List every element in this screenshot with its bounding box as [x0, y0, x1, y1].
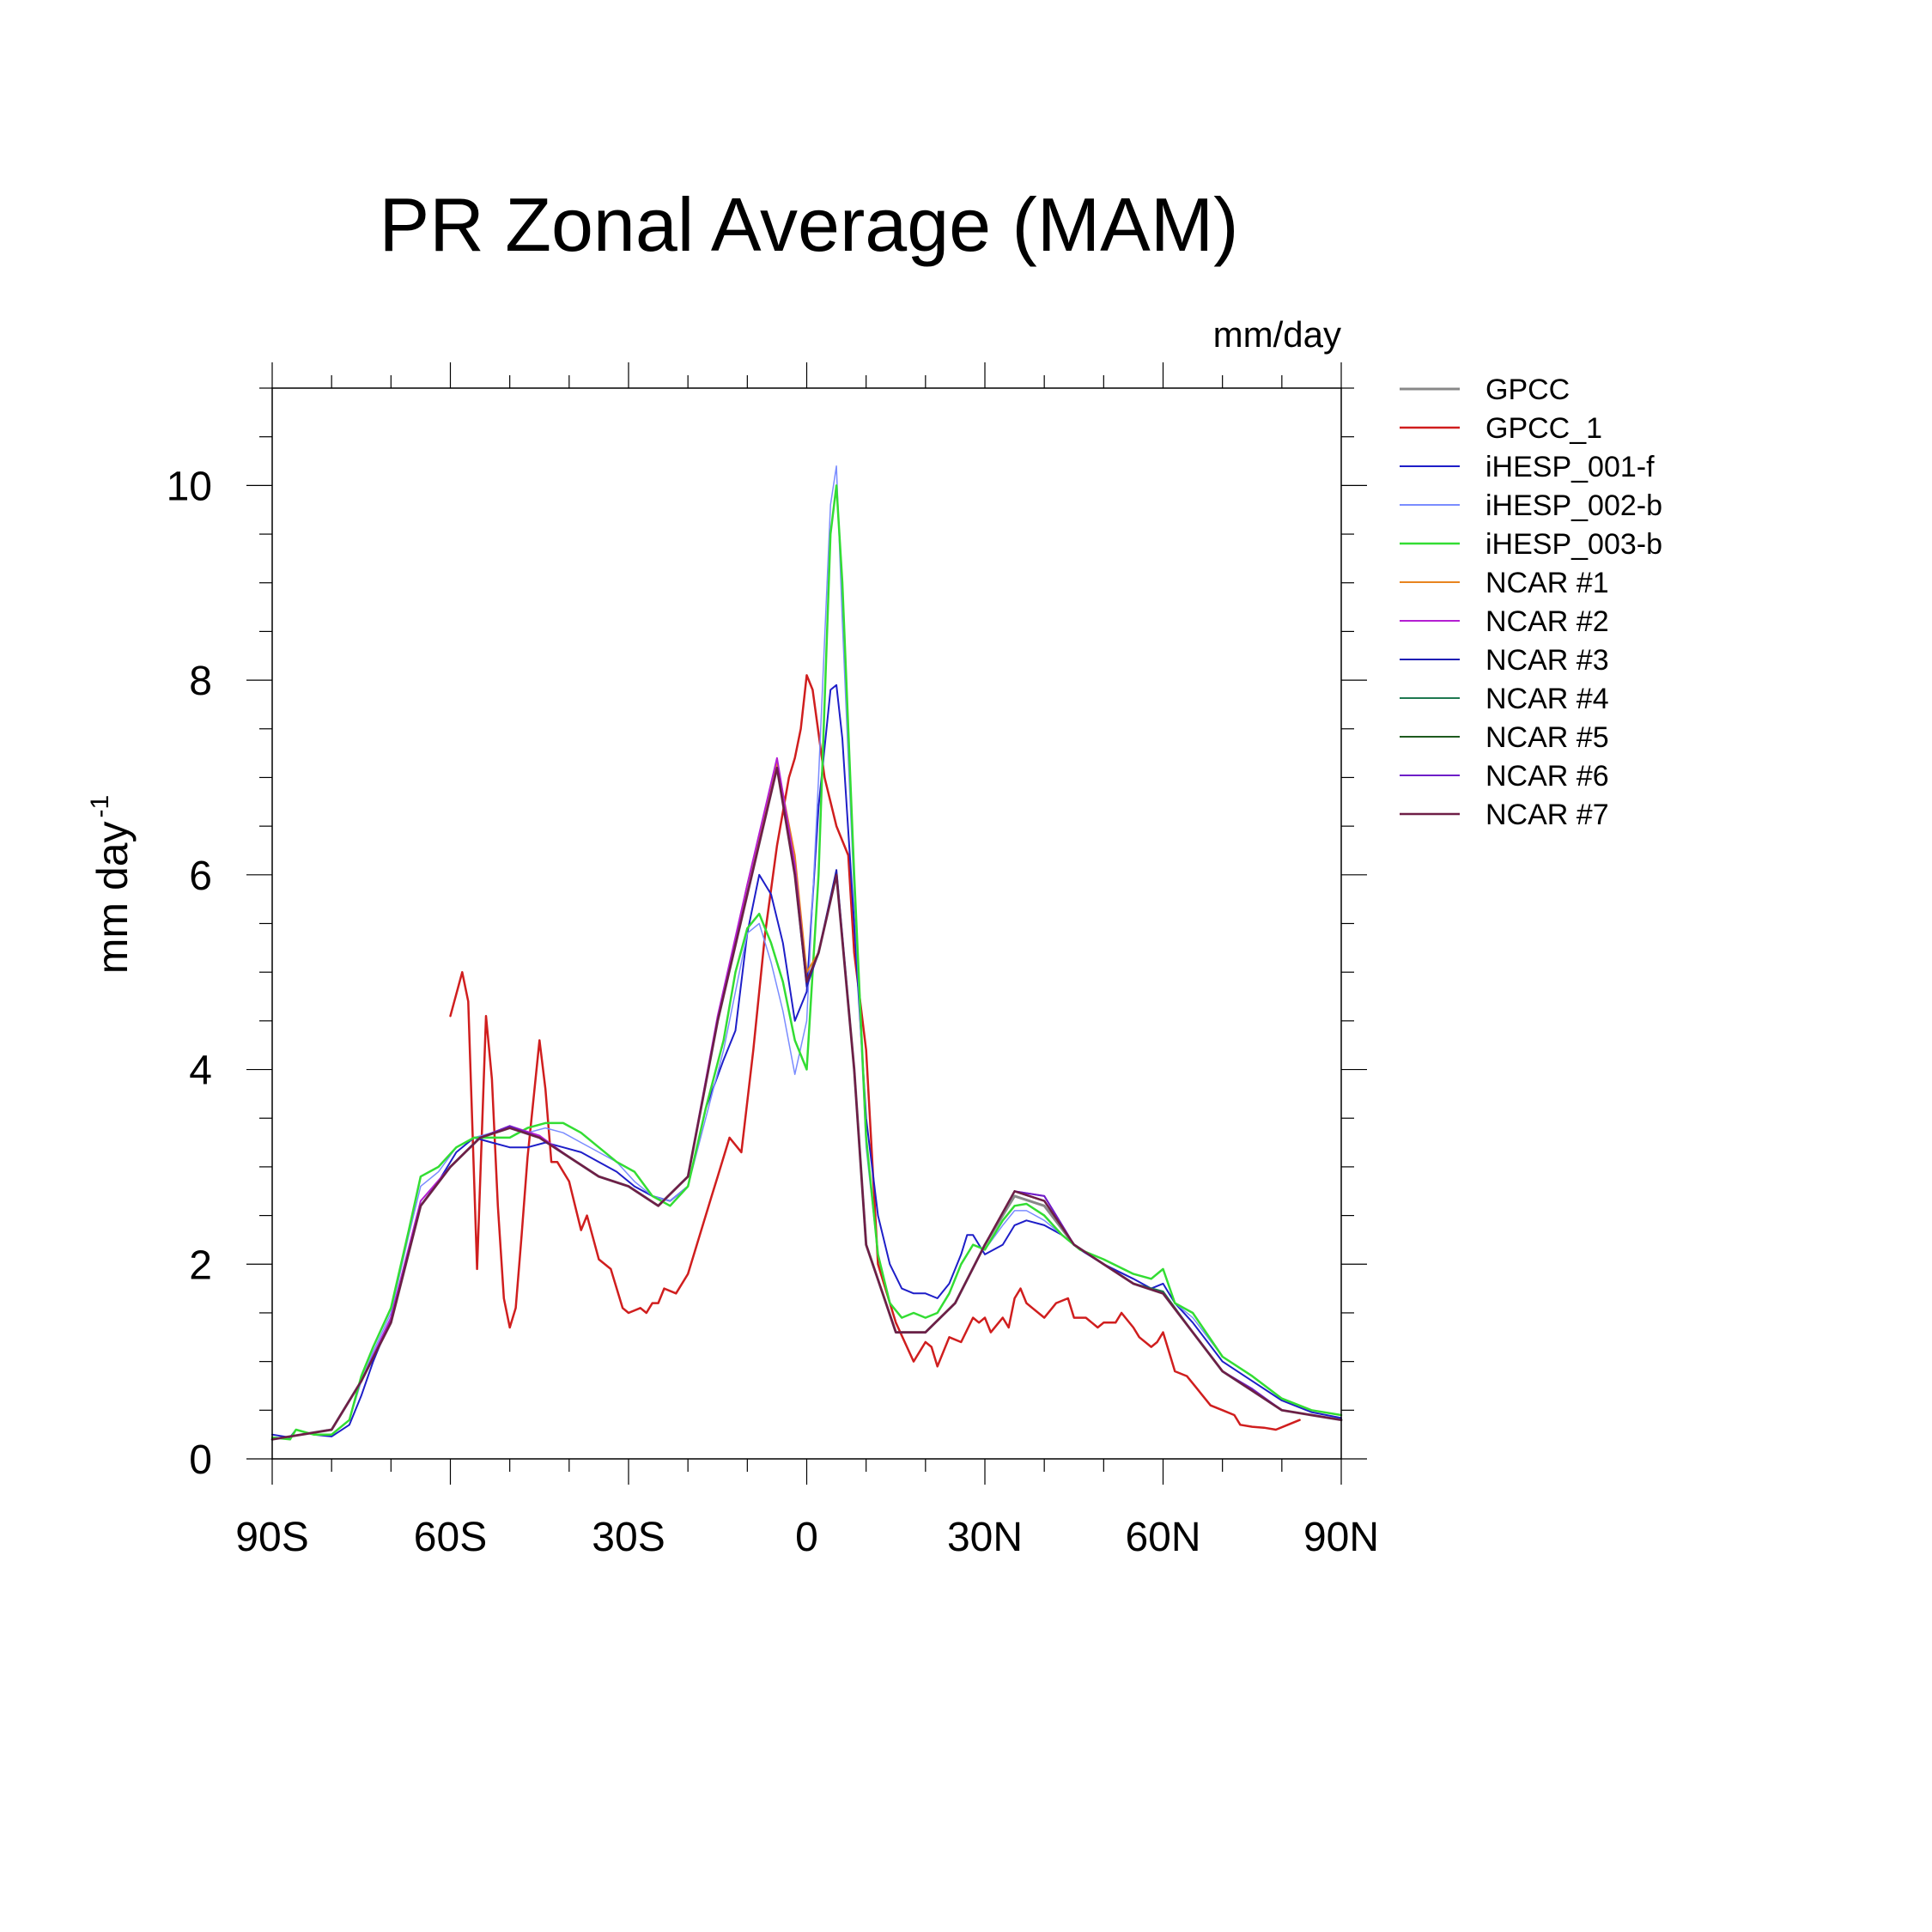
y-tick-label: 2	[189, 1242, 212, 1288]
series-line-0	[270, 766, 1343, 1441]
y-tick-label: 8	[189, 659, 212, 704]
plot-frame	[271, 387, 1342, 1460]
x-tick-label: 30S	[592, 1515, 665, 1560]
x-axis-ticks: 90S 60S 30S 0 30N 60N 90N	[235, 362, 1379, 1560]
x-tick-label: 90S	[235, 1515, 308, 1560]
series-line-7	[271, 767, 1342, 1441]
y-axis-ticks: 0 2 4 6 8 10	[167, 387, 1367, 1483]
x-tick-label: 60N	[1125, 1515, 1200, 1560]
legend-label-5: NCAR #1	[1485, 567, 1609, 599]
chart-title: PR Zonal Average (MAM)	[380, 182, 1239, 267]
legend: GPCC GPCC_1 iHESP_001-f iHESP_002-b iHESP_00…	[1400, 374, 1662, 831]
legend-label-8: NCAR #4	[1485, 683, 1609, 715]
x-tick-label: 90N	[1303, 1515, 1379, 1560]
x-tick-label: 0	[795, 1515, 818, 1560]
legend-label-3: iHESP_002-b	[1485, 489, 1662, 522]
y-axis-label-text: mm day	[88, 821, 137, 974]
series-line-6	[271, 756, 1342, 1441]
y-axis-label-exponent: -1	[86, 795, 114, 818]
legend-label-4: iHESP_003-b	[1485, 528, 1662, 561]
series-line-3	[271, 465, 1342, 1441]
series-line-5	[271, 762, 1342, 1441]
series-line-4	[270, 484, 1343, 1441]
legend-label-10: NCAR #6	[1485, 760, 1609, 793]
y-axis-label: mm day -1	[86, 795, 137, 975]
plot-series	[270, 465, 1343, 1441]
x-tick-label: 60S	[414, 1515, 487, 1560]
legend-label-2: iHESP_001-f	[1485, 451, 1655, 483]
legend-label-6: NCAR #2	[1485, 605, 1609, 638]
series-line-11	[270, 766, 1343, 1441]
y-tick-label: 6	[189, 854, 212, 899]
series-line-8	[271, 767, 1342, 1441]
legend-label-7: NCAR #3	[1485, 644, 1609, 677]
legend-label-9: NCAR #5	[1485, 721, 1609, 754]
legend-label-11: NCAR #7	[1485, 799, 1609, 831]
legend-label-0: GPCC	[1485, 374, 1570, 406]
y-tick-label: 4	[189, 1048, 212, 1094]
series-line-10	[271, 767, 1342, 1441]
legend-label-1: GPCC_1	[1485, 412, 1602, 445]
units-label: mm/day	[1213, 314, 1341, 355]
series-line-9	[271, 767, 1342, 1441]
y-tick-label: 10	[167, 464, 212, 509]
series-line-1	[449, 674, 1301, 1431]
x-tick-label: 30N	[947, 1515, 1023, 1560]
y-tick-label: 0	[189, 1437, 212, 1483]
